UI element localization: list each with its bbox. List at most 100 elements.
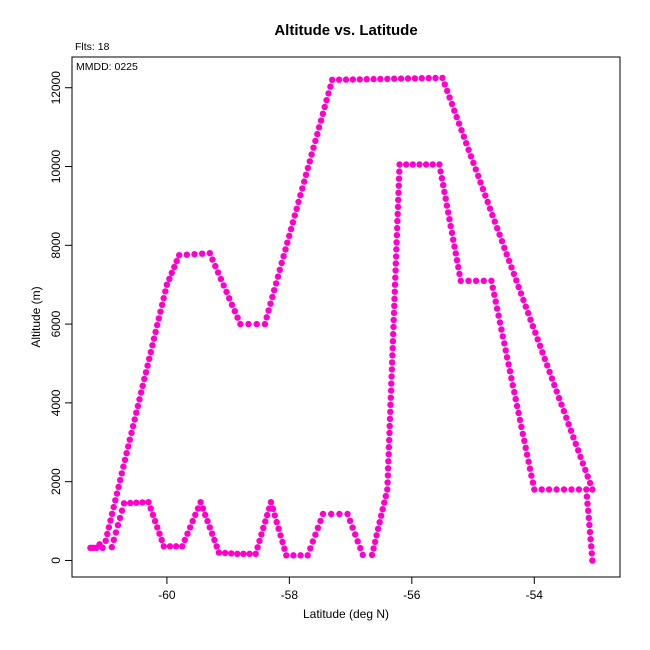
data-point bbox=[480, 277, 487, 284]
data-point bbox=[388, 359, 396, 366]
x-axis: -60 -58 -56 -54 bbox=[158, 576, 543, 602]
data-point bbox=[228, 301, 236, 308]
data-point bbox=[516, 416, 524, 424]
data-point bbox=[213, 543, 220, 550]
data-point bbox=[314, 130, 321, 138]
data-point bbox=[432, 74, 439, 82]
data-point bbox=[152, 328, 159, 336]
data-point bbox=[546, 368, 553, 376]
data-point bbox=[575, 486, 583, 493]
data-point bbox=[323, 97, 330, 104]
data-point bbox=[211, 536, 218, 544]
data-point bbox=[115, 483, 122, 491]
data-point bbox=[307, 545, 314, 552]
data-point bbox=[202, 511, 209, 518]
data-point bbox=[395, 175, 403, 182]
data-point bbox=[518, 423, 525, 431]
data-point bbox=[370, 545, 377, 552]
data-point bbox=[520, 296, 527, 304]
data-point bbox=[223, 288, 230, 296]
data-point bbox=[263, 314, 270, 321]
data-point bbox=[584, 473, 591, 480]
data-point bbox=[463, 140, 470, 147]
data-point bbox=[394, 217, 401, 225]
data-point bbox=[467, 153, 475, 160]
data-point bbox=[269, 293, 276, 301]
data-point bbox=[393, 246, 400, 253]
data-point bbox=[511, 388, 518, 396]
data-point bbox=[568, 486, 575, 493]
data-point bbox=[133, 499, 140, 506]
data-point bbox=[551, 381, 558, 389]
data-point bbox=[525, 309, 532, 317]
data-point bbox=[583, 493, 591, 500]
data-point bbox=[585, 514, 592, 522]
data-point bbox=[157, 308, 164, 315]
data-point bbox=[131, 416, 138, 423]
data-point bbox=[522, 303, 529, 310]
data-point bbox=[515, 409, 522, 417]
data-point bbox=[525, 458, 532, 465]
data-point bbox=[282, 246, 289, 253]
data-point bbox=[272, 280, 280, 287]
data-point bbox=[349, 76, 357, 83]
data-point bbox=[335, 76, 343, 83]
data-point bbox=[501, 340, 508, 347]
data-point bbox=[448, 100, 456, 108]
data-point bbox=[261, 320, 269, 328]
data-point bbox=[582, 466, 589, 474]
data-point bbox=[144, 362, 151, 369]
data-point bbox=[297, 552, 304, 559]
data-point bbox=[586, 479, 594, 487]
data-point bbox=[579, 460, 587, 467]
data-point bbox=[212, 262, 219, 270]
data-point bbox=[529, 323, 537, 330]
data-point bbox=[158, 536, 165, 544]
data-point bbox=[563, 414, 570, 421]
data-point bbox=[328, 510, 335, 518]
data-point bbox=[491, 218, 498, 225]
data-point bbox=[385, 444, 393, 451]
chart-subtitle: Flts: 18 bbox=[75, 41, 110, 53]
data-point bbox=[589, 486, 596, 493]
data-point bbox=[189, 517, 196, 525]
data-point bbox=[306, 158, 313, 165]
data-point bbox=[309, 538, 316, 545]
data-point bbox=[237, 320, 244, 328]
data-point bbox=[321, 103, 328, 111]
data-point bbox=[411, 75, 419, 82]
data-point bbox=[234, 314, 241, 321]
data-point bbox=[544, 362, 551, 369]
data-point bbox=[585, 507, 592, 514]
data-point bbox=[160, 543, 167, 550]
data-point bbox=[390, 330, 397, 338]
data-point bbox=[436, 161, 443, 168]
data-point bbox=[496, 231, 503, 238]
data-point bbox=[107, 517, 114, 524]
data-point bbox=[394, 203, 402, 211]
data-point bbox=[392, 253, 400, 260]
data-point bbox=[396, 161, 403, 168]
data-point bbox=[567, 427, 575, 434]
data-point bbox=[528, 472, 535, 479]
data-point bbox=[133, 409, 140, 416]
data-point bbox=[352, 531, 359, 538]
data-point bbox=[531, 486, 538, 493]
y-tick-label: 2000 bbox=[49, 468, 63, 495]
data-point bbox=[384, 75, 391, 83]
data-point bbox=[377, 75, 384, 83]
data-point bbox=[374, 525, 382, 532]
data-point bbox=[186, 524, 194, 531]
data-point bbox=[391, 288, 398, 295]
data-point bbox=[392, 274, 399, 281]
data-point bbox=[128, 429, 135, 437]
data-point bbox=[379, 506, 386, 513]
data-point bbox=[183, 251, 190, 258]
data-point bbox=[96, 541, 103, 548]
data-point bbox=[387, 387, 395, 394]
data-point bbox=[584, 500, 591, 507]
data-point bbox=[246, 550, 253, 557]
data-point bbox=[386, 415, 394, 423]
data-point bbox=[126, 436, 133, 443]
data-point bbox=[519, 430, 526, 438]
